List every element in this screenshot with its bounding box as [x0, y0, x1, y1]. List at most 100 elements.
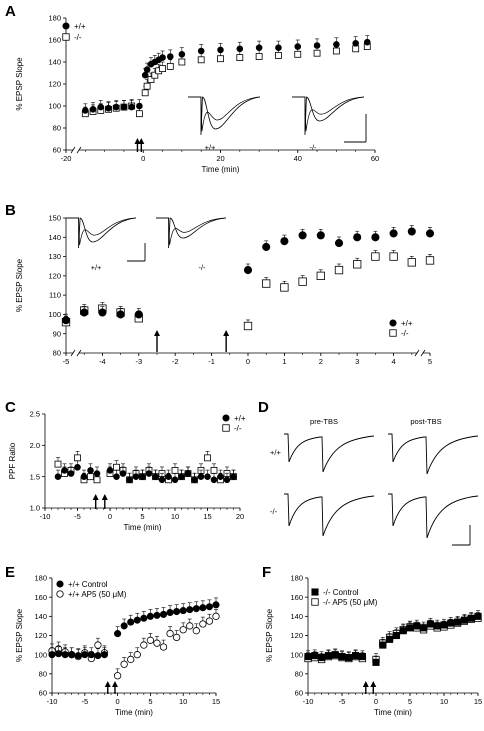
data-point	[197, 473, 205, 480]
data-point	[197, 47, 205, 55]
data-point	[204, 473, 211, 480]
data-point	[120, 660, 128, 668]
epsp-trace-ko-overlay	[292, 96, 365, 132]
data-point	[304, 653, 312, 661]
x-tick-label: -5	[63, 357, 70, 366]
data-point	[113, 672, 122, 680]
data-point	[166, 608, 174, 617]
axis-break-gap	[73, 350, 79, 356]
data-point	[426, 620, 434, 628]
data-point	[425, 256, 435, 265]
data-point	[294, 50, 302, 58]
data-point	[392, 631, 400, 640]
data-point	[243, 266, 253, 275]
data-point	[100, 651, 109, 659]
data-point	[467, 614, 475, 622]
tbs-arrow-head	[104, 681, 111, 687]
x-axis-label: Time (min)	[115, 708, 153, 717]
data-point	[171, 466, 179, 474]
legend-label: -/-	[234, 424, 242, 433]
data-point	[143, 82, 151, 90]
data-point	[89, 106, 97, 113]
x-tick-label: 0	[374, 697, 378, 706]
data-point	[420, 624, 428, 632]
data-point	[166, 63, 174, 70]
y-tick-label: 180	[290, 574, 303, 583]
tbs-arrow-head	[101, 494, 108, 500]
data-point	[255, 53, 263, 60]
data-point	[94, 652, 102, 660]
data-point	[313, 49, 321, 57]
trace-label: -/-	[309, 143, 317, 152]
data-point	[192, 605, 200, 613]
data-point	[54, 460, 62, 468]
y-axis-label: % EPSP Slope	[15, 57, 24, 111]
tbs-arrow-head	[223, 330, 230, 336]
data-point	[127, 655, 135, 664]
panel-label: C	[5, 399, 16, 416]
x-tick-label: -20	[61, 154, 72, 163]
panel-c: C 1.0 1.5 2.0 2.5 -10 -5 0 5 10 15 20 Time (min) PPF …	[5, 399, 246, 532]
epsp-trace-ko	[292, 96, 365, 136]
data-point	[262, 279, 271, 288]
data-point	[333, 41, 340, 48]
axis-break-gap	[417, 350, 423, 356]
column-label: pre-TBS	[310, 417, 338, 426]
data-point	[158, 476, 166, 484]
y-tick-label: 160	[48, 36, 61, 45]
data-point	[352, 652, 360, 660]
data-point	[243, 321, 253, 331]
epsp-trace-ko	[156, 217, 227, 249]
y-tick-label: 180	[34, 574, 47, 583]
data-point	[80, 308, 89, 317]
y-axis-label: PPF Ratio	[8, 442, 17, 479]
epsp-trace-ko-overlay	[156, 217, 227, 246]
data-point	[116, 310, 125, 319]
axis-break-gap	[73, 147, 79, 153]
data-point	[178, 58, 186, 66]
data-point	[212, 601, 220, 609]
data-point	[93, 470, 101, 477]
data-point	[61, 316, 71, 325]
data-point	[74, 463, 81, 471]
data-point	[55, 650, 63, 658]
x-tick-label: -5	[81, 697, 88, 706]
x-tick-label: 0	[116, 697, 120, 706]
data-point	[353, 260, 362, 269]
data-point	[68, 651, 76, 659]
y-tick-label: 100	[48, 310, 61, 319]
data-point	[80, 473, 88, 480]
epsp-trace-wt	[66, 217, 137, 249]
data-point	[165, 473, 172, 480]
panel-a: A 60 80 100 120 140 160 180 -20 0 20 40 60 Time (min)…	[5, 3, 379, 174]
data-point	[120, 622, 128, 630]
x-tick-label: 0	[108, 512, 112, 521]
data-point	[371, 252, 380, 261]
trace-label: +/+	[91, 263, 102, 272]
data-point	[82, 107, 89, 114]
data-point	[179, 626, 187, 634]
x-tick-label: -10	[47, 697, 58, 706]
data-point	[106, 467, 114, 474]
data-point	[345, 653, 353, 662]
data-point	[98, 308, 107, 317]
axis-break-mark	[70, 349, 76, 357]
y-axis-label: % EPSP Slope	[15, 258, 24, 312]
data-point	[280, 237, 289, 246]
trace-label: -/-	[198, 263, 206, 272]
data-point	[186, 606, 194, 614]
legend-label: +/+ Control	[68, 580, 108, 589]
data-point	[334, 265, 344, 275]
data-point	[236, 45, 244, 53]
x-tick-label: -5	[74, 512, 81, 521]
data-point	[114, 630, 122, 638]
x-axis-label: Time (min)	[374, 708, 412, 717]
data-point	[440, 621, 448, 629]
trace-wt-pre	[284, 433, 375, 473]
data-point	[433, 622, 441, 630]
data-point	[87, 467, 94, 474]
panel-label: E	[5, 564, 15, 581]
x-tick-label: 10	[179, 697, 187, 706]
data-point	[151, 71, 159, 79]
data-point	[205, 617, 214, 625]
